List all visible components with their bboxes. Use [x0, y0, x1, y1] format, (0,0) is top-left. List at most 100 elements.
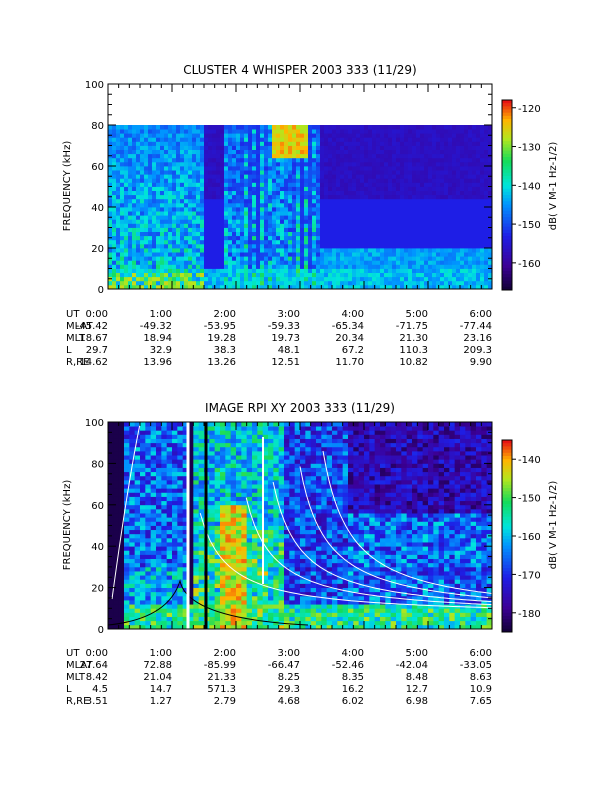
heatmap-cell: [200, 149, 205, 155]
heatmap-cell: [420, 129, 425, 134]
heatmap-cell: [392, 166, 397, 171]
heatmap-cell: [348, 207, 353, 212]
heatmap-cell: [216, 186, 221, 191]
heatmap-cell: [212, 223, 217, 228]
heatmap-cell: [145, 479, 152, 485]
heatmap-cell: [172, 231, 177, 237]
heatmap-cell: [344, 219, 349, 224]
heatmap-cell: [460, 133, 465, 138]
heatmap-cell: [124, 600, 130, 605]
heatmap-cell: [160, 256, 165, 261]
heatmap-cell: [316, 252, 321, 257]
heatmap-cell: [108, 211, 113, 216]
heatmap-cell: [198, 488, 205, 493]
heatmap-cell: [480, 268, 485, 273]
heatmap-cell: [272, 235, 277, 241]
heatmap-cell: [184, 280, 189, 286]
heatmap-cell: [380, 133, 385, 138]
heatmap-cell: [444, 260, 449, 265]
heatmap-cell: [436, 190, 441, 196]
heatmap-cell: [220, 284, 225, 290]
heatmap-cell: [228, 227, 233, 232]
heatmap-cell: [118, 488, 125, 493]
heatmap-cell: [108, 529, 114, 535]
heatmap-cell: [272, 260, 277, 265]
ephemeris-value: -53.95: [204, 321, 236, 332]
heatmap-cell: [272, 252, 277, 257]
heatmap-cell: [118, 500, 125, 506]
heatmap-cell: [284, 178, 289, 183]
heatmap-cell: [388, 248, 393, 253]
heatmap-cell: [160, 190, 165, 196]
heatmap-cell: [464, 161, 469, 167]
heatmap-cell: [156, 198, 161, 204]
heatmap-cell: [164, 211, 169, 216]
heatmap-cell: [182, 587, 189, 593]
heatmap-cell: [476, 276, 481, 282]
heatmap-cell: [416, 170, 421, 175]
heatmap-cell: [468, 182, 473, 187]
heatmap-cell: [172, 542, 178, 547]
heatmap-cell: [212, 166, 217, 171]
heatmap-cell: [148, 194, 153, 200]
heatmap-cell: [360, 268, 365, 273]
heatmap-cell: [432, 215, 437, 220]
heatmap-cell: [124, 174, 129, 179]
heatmap-cell: [129, 446, 136, 452]
heatmap-cell: [372, 252, 377, 257]
heatmap-cell: [472, 202, 477, 208]
heatmap-cell: [177, 533, 184, 539]
heatmap-cell: [236, 231, 241, 237]
heatmap-cell: [124, 529, 130, 535]
heatmap-cell: [384, 284, 389, 290]
heatmap-cell: [236, 129, 241, 134]
heatmap-cell: [182, 571, 189, 576]
heatmap-cell: [120, 243, 125, 249]
heatmap-cell: [120, 145, 125, 150]
heatmap-cell: [324, 243, 329, 249]
heatmap-cell: [184, 149, 189, 155]
heatmap-cell: [320, 133, 325, 138]
heatmap-cell: [248, 276, 253, 282]
heatmap-cell: [236, 198, 241, 204]
heatmap-cell: [280, 264, 285, 269]
heatmap-cell: [428, 256, 433, 261]
heatmap-cell: [268, 129, 273, 134]
heatmap-cell: [300, 129, 305, 134]
heatmap-cell: [252, 161, 257, 167]
heatmap-cell: [152, 198, 157, 204]
heatmap-cell: [464, 125, 469, 130]
heatmap-cell: [472, 215, 477, 220]
heatmap-cell: [232, 211, 237, 216]
heatmap-cell: [484, 153, 489, 159]
heatmap-cell: [292, 284, 297, 290]
heatmap-cell: [212, 161, 217, 167]
heatmap-cell: [344, 198, 349, 204]
heatmap-cell: [328, 284, 333, 290]
heatmap-cell: [116, 202, 121, 208]
heatmap-cell: [436, 252, 441, 257]
heatmap-cell: [400, 276, 405, 282]
heatmap-cell: [372, 137, 377, 142]
heatmap-cell: [166, 513, 173, 518]
heatmap-cell: [472, 219, 477, 224]
heatmap-cell: [166, 554, 173, 560]
heatmap-cell: [404, 231, 409, 237]
heatmap-cell: [198, 579, 205, 584]
heatmap-cell: [420, 198, 425, 204]
heatmap-cell: [404, 190, 409, 196]
heatmap-cell: [161, 608, 168, 613]
heatmap-cell: [420, 215, 425, 220]
heatmap-cell: [340, 149, 345, 155]
heatmap-cell: [484, 141, 489, 146]
heatmap-cell: [160, 194, 165, 200]
heatmap-cell: [480, 133, 485, 138]
heatmap-cell: [340, 219, 345, 224]
heatmap-cell: [113, 604, 120, 609]
heatmap-cell: [464, 223, 469, 228]
heatmap-cell: [244, 149, 249, 155]
heatmap-cell: [444, 182, 449, 187]
heatmap-cell: [480, 243, 485, 249]
heatmap-cell: [388, 284, 393, 290]
heatmap-cell: [280, 194, 285, 200]
